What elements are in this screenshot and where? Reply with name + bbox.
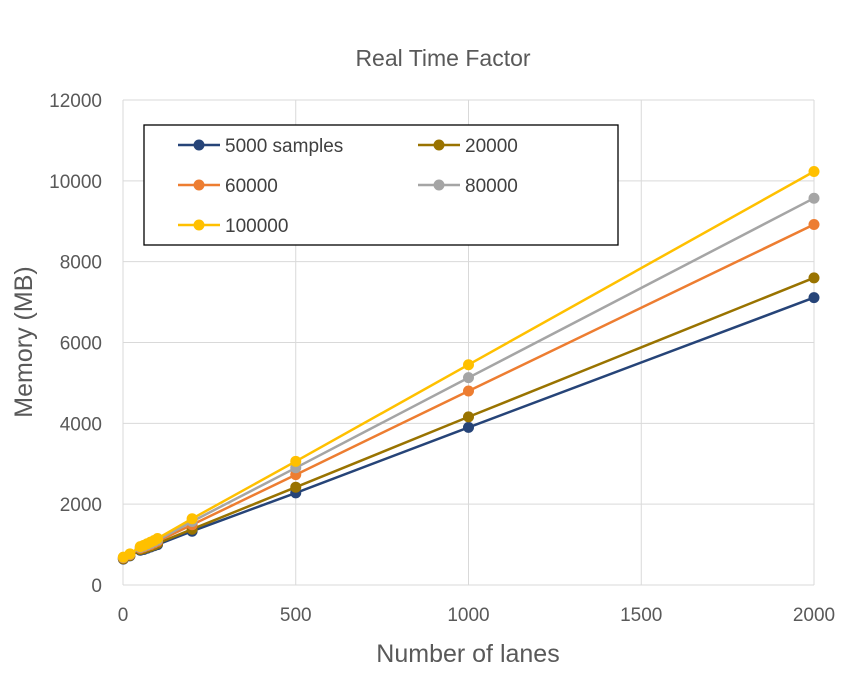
data-point — [808, 218, 820, 230]
x-tick-label: 500 — [280, 605, 312, 626]
x-tick-labels: 0 500 1000 1500 2000 — [118, 605, 835, 626]
data-point — [463, 411, 474, 423]
legend-marker — [433, 179, 445, 191]
chart-title: Real Time Factor — [355, 45, 530, 71]
series-5 — [117, 166, 820, 563]
data-point — [463, 421, 474, 433]
legend-box — [143, 124, 619, 246]
y-tick-label: 8000 — [60, 253, 102, 274]
legend-label: 100000 — [225, 216, 288, 237]
y-axis-label: Memory (MB) — [10, 266, 38, 417]
legend-marker — [193, 179, 205, 191]
data-point — [463, 372, 474, 384]
data-point — [290, 455, 302, 467]
data-point — [463, 359, 474, 371]
legend-item: 80000 — [418, 176, 518, 197]
legend-label: 20000 — [465, 136, 518, 157]
data-point — [808, 166, 820, 178]
legend-marker — [193, 219, 205, 231]
x-tick-label: 1000 — [447, 605, 489, 626]
legend-item: 60000 — [178, 176, 278, 197]
data-point — [290, 481, 302, 493]
y-tick-label: 10000 — [49, 172, 102, 193]
x-axis-label: Number of lanes — [376, 640, 559, 668]
data-point — [124, 548, 136, 560]
data-point — [808, 192, 820, 204]
legend-marker — [433, 139, 445, 151]
data-point — [463, 385, 474, 397]
x-tick-label: 0 — [118, 605, 129, 626]
y-tick-label: 12000 — [49, 91, 102, 112]
data-point — [152, 533, 164, 545]
legend: 5000 samples 20000 60000 80000 100000 — [143, 124, 619, 246]
legend-item: 5000 samples — [178, 136, 343, 157]
legend-label: 5000 samples — [225, 136, 343, 157]
y-tick-label: 6000 — [60, 334, 102, 355]
legend-item: 100000 — [178, 216, 288, 237]
legend-marker — [193, 139, 205, 151]
data-point — [186, 513, 198, 525]
y-tick-label: 4000 — [60, 414, 102, 435]
data-point — [808, 292, 820, 304]
data-point — [808, 272, 820, 284]
legend-label: 80000 — [465, 176, 518, 197]
y-tick-label: 2000 — [60, 495, 102, 516]
x-tick-label: 1500 — [620, 605, 662, 626]
legend-item: 20000 — [418, 136, 518, 157]
y-tick-labels: 0 2000 4000 6000 8000 10000 12000 — [49, 91, 102, 597]
legend-label: 60000 — [225, 176, 278, 197]
x-tick-label: 2000 — [793, 605, 835, 626]
series-lines — [117, 166, 820, 565]
y-tick-label: 0 — [91, 576, 102, 597]
